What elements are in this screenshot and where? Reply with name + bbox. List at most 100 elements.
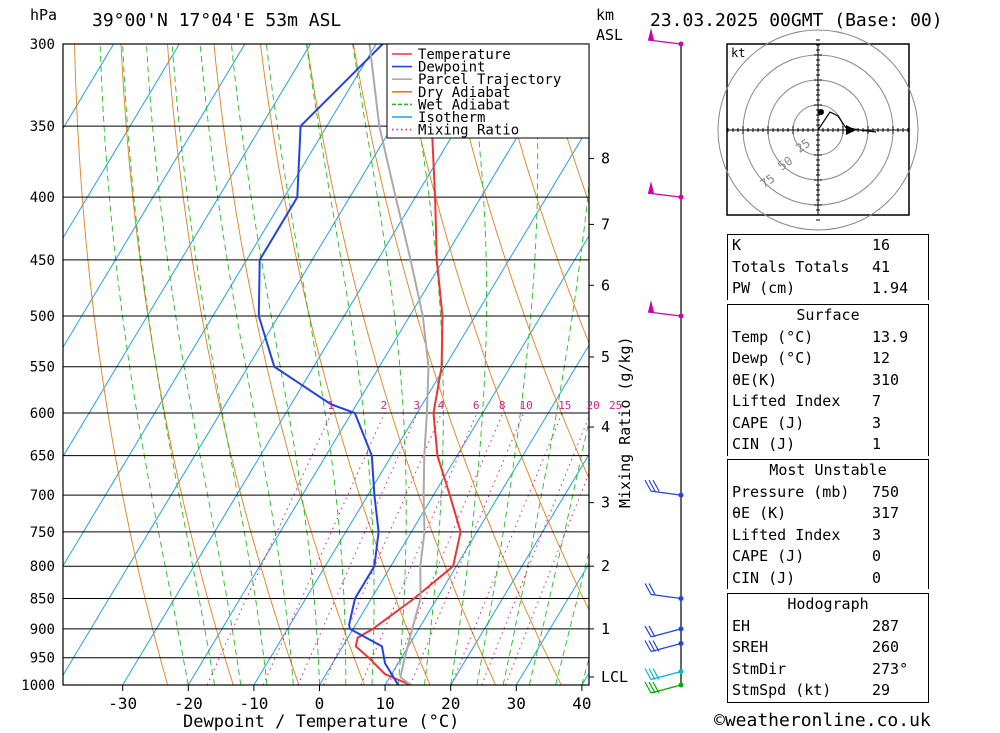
wind-barb [647, 299, 684, 319]
index-value: 16 [872, 236, 891, 254]
index-label: Temp (°C) [732, 327, 814, 346]
table-row: Lifted Index 7 [728, 391, 928, 413]
hodograph-motion-arrow [846, 125, 856, 135]
wind-barb [647, 181, 684, 200]
asl-label: ASL [596, 26, 623, 44]
x-tick-label: -10 [239, 694, 268, 713]
wind-barb-staff [650, 642, 682, 653]
index-value: 1.94 [872, 279, 909, 297]
wind-barb-flag [648, 625, 656, 638]
hodograph-ring [717, 29, 919, 231]
dry-adiabat-line [259, 44, 431, 685]
mixing-ratio-line [451, 412, 563, 685]
hodograph-ring-label: 50 [775, 154, 795, 174]
mixing-ratio-line [297, 412, 418, 685]
km-tick-label: 4 [601, 418, 610, 436]
x-tick-label: 40 [572, 694, 591, 713]
wet-adiabat-line [146, 44, 242, 685]
km-tick-label: 7 [601, 215, 610, 233]
dewpoint-line [257, 44, 400, 685]
index-value: 0 [872, 547, 882, 565]
wet-adiabat-line [99, 44, 189, 685]
x-tick-label: -30 [108, 694, 137, 713]
x-axis-title: Dewpoint / Temperature (°C) [183, 712, 459, 732]
pressure-tick-label: 950 [30, 651, 55, 667]
mixing-ratio-label: 3 [413, 399, 420, 412]
index-value: 317 [872, 504, 900, 522]
index-value: 29 [872, 681, 891, 699]
mixing-ratio-line [360, 412, 478, 685]
table-row: StmDir 273° [728, 659, 928, 681]
legend-label: Isotherm [418, 110, 485, 126]
wind-barb [644, 479, 684, 498]
km-tick-label: 6 [601, 276, 610, 294]
dry-adiabat-line [445, 44, 589, 480]
y-unit-label: hPa [30, 6, 57, 24]
table-row: EH 287 [728, 616, 928, 638]
index-value: 7 [872, 392, 882, 410]
wind-barb-staff [647, 311, 682, 317]
mixing-ratio-label: 25 [609, 399, 622, 412]
mixing-ratio-line [481, 415, 589, 685]
mixing-ratio-line [388, 412, 504, 685]
index-label: EH [732, 616, 751, 635]
wind-barb [644, 583, 684, 601]
km-tick-label: 8 [601, 150, 610, 168]
hodograph-trace [817, 111, 877, 133]
lcl-label: LCL [601, 668, 628, 686]
pressure-tick-label: 700 [30, 488, 55, 504]
legend-label: Mixing Ratio [418, 123, 519, 139]
wind-barb-flag [652, 668, 660, 680]
isotherm-line [63, 44, 377, 567]
legend-box [386, 43, 590, 139]
index-label: CAPE (J) [732, 413, 805, 432]
wind-barb-flag [652, 640, 660, 652]
parcel-trajectory-line [368, 44, 430, 685]
index-value: 13.9 [872, 327, 909, 346]
wind-profile [644, 28, 684, 694]
isotherm-line [318, 234, 589, 685]
index-value: 273° [872, 659, 909, 678]
mixing-ratio-line [262, 412, 386, 685]
wind-barb-staff [650, 628, 682, 638]
table-row: SREH 260 [728, 637, 928, 659]
dry-adiabat-line [352, 44, 562, 685]
index-value: 750 [872, 482, 900, 501]
legend-label: Dry Adiabat [418, 85, 511, 101]
dry-adiabat-line [492, 44, 589, 345]
indices-general-table: K 16 Totals Totals 41 PW (cm) 1.94 [727, 234, 929, 300]
wet-adiabat-line [305, 44, 375, 685]
indices-hodograph-table: Hodograph EH 287 SREH 260 StmDir 273° StmSpd (k… [727, 593, 929, 703]
index-value: 3 [872, 525, 882, 544]
wind-barb-flag [644, 681, 652, 694]
wet-adiabat-line [230, 44, 320, 685]
pressure-tick-label: 450 [30, 253, 55, 269]
index-value: 287 [872, 616, 900, 635]
pressure-tick-label: 900 [30, 622, 55, 638]
index-value: 3 [872, 413, 882, 432]
table-row: Dewp (°C) 12 [728, 348, 928, 370]
legend-label: Parcel Trajectory [418, 72, 561, 88]
wet-adiabat-line [265, 44, 347, 685]
pressure-tick-label: 550 [30, 360, 55, 376]
dry-adiabat-line [167, 44, 300, 685]
indices-most-unstable-table: Most Unstable Pressure (mb) 750 θE (K) 317 Li… [727, 459, 929, 589]
pressure-lines [63, 43, 589, 686]
index-label: CIN (J) [732, 435, 796, 453]
isotherm-line [384, 344, 589, 685]
pressure-tick-label: 600 [30, 406, 55, 422]
pressure-tick-label: 1000 [21, 678, 55, 694]
mixing-ratio-label: 20 [587, 399, 600, 412]
datetime-title: 23.03.2025 00GMT (Base: 00) [650, 10, 943, 31]
table-title: Hodograph [787, 595, 869, 613]
legend-label: Temperature [418, 47, 511, 63]
wet-adiabat-line [199, 44, 294, 685]
dry-adiabat-line [213, 44, 365, 685]
index-label: PW (cm) [732, 279, 796, 297]
table-row: Totals Totals 41 [728, 257, 928, 279]
index-label: Lifted Index [732, 392, 841, 410]
wind-barb-flag [648, 640, 656, 652]
isotherm-line [253, 125, 589, 685]
wind-barb [644, 640, 684, 653]
mixing-ratio-label: 15 [558, 399, 571, 412]
